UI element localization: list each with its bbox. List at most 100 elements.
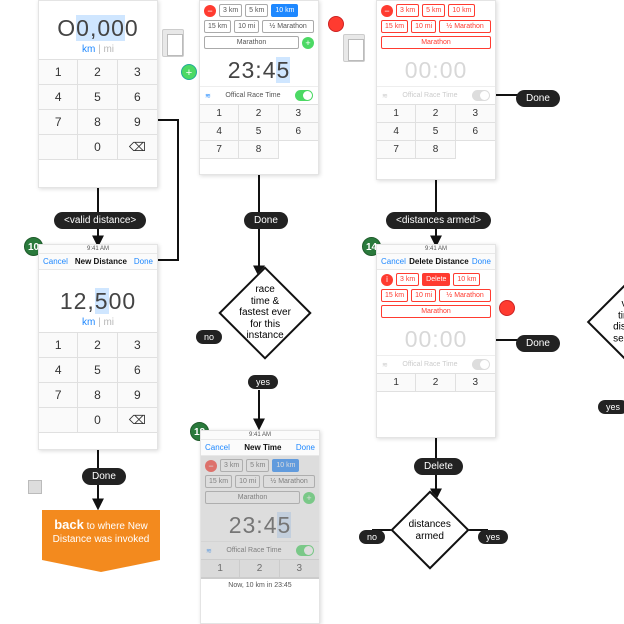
cancel-button[interactable]: Cancel — [381, 257, 406, 266]
key-1[interactable]: 1 — [39, 60, 78, 85]
key-5[interactable]: 5 — [239, 123, 278, 141]
back-banner: back to where New Distance was invoked — [42, 510, 160, 560]
key-2[interactable]: 2 — [416, 105, 455, 123]
done-button[interactable]: Done — [134, 257, 153, 266]
delete-chip-button[interactable]: Delete — [422, 273, 450, 286]
key-4[interactable]: 4 — [39, 358, 78, 383]
key-9[interactable]: 9 — [118, 383, 157, 408]
distance-chips: − 3 km 5 km 10 km 15 km 10 mi ½ Marathon… — [200, 1, 318, 53]
key-6[interactable]: 6 — [118, 85, 157, 110]
bookmark-icon-left — [162, 29, 184, 57]
key-8[interactable]: 8 — [416, 141, 455, 159]
edge-label-delete: Delete — [414, 458, 463, 475]
delete-dot — [499, 300, 515, 316]
edge-label-done: Done — [82, 468, 126, 485]
key-2[interactable]: 2 — [78, 333, 117, 358]
distance-value: 12,500 — [39, 270, 157, 317]
time-value: 00:00 — [377, 322, 495, 355]
time-value: 00:00 — [377, 53, 495, 86]
time-value: 23:45 — [200, 53, 318, 86]
key-4[interactable]: 4 — [200, 123, 239, 141]
keypad: 123 — [377, 373, 495, 392]
edge-label-done: Done — [516, 90, 560, 107]
done-button[interactable]: Done — [472, 257, 491, 266]
key-0[interactable]: 0 — [78, 135, 117, 160]
key-1[interactable]: 1 — [200, 105, 239, 123]
edge-label-distances-armed: <distances armed> — [386, 212, 491, 229]
decision-valid-time: validtime +distanceselected — [587, 277, 624, 368]
remove-icon[interactable]: − — [381, 5, 393, 17]
cancel-button[interactable]: Cancel — [43, 257, 68, 266]
decision-race-time: racetime &fastest everfor thisinstance — [218, 266, 311, 359]
edge-label-yes: yes — [248, 375, 278, 389]
keypad[interactable]: 123 456 78 — [200, 104, 318, 159]
nav-bar: Cancel Delete Distance Done — [377, 254, 495, 270]
phone-delete-distance: 9:41 AM Cancel Delete Distance Done i 3 … — [376, 244, 496, 438]
distance-chips: i 3 km Delete 10 km 15 km 10 mi ½ Marath… — [377, 270, 495, 322]
key-1[interactable]: 1 — [39, 333, 78, 358]
official-toggle — [472, 90, 490, 101]
key-3[interactable]: 3 — [118, 333, 157, 358]
bookmark-icon-right — [343, 34, 365, 62]
phone-new-distance: 9:41 AM Cancel New Distance Done 12,500 … — [38, 244, 158, 450]
remove-icon[interactable]: − — [204, 5, 216, 17]
key-5[interactable]: 5 — [78, 85, 117, 110]
key-3[interactable]: 3 — [118, 60, 157, 85]
toast-summary: Now, 10 km in 23:45 — [201, 578, 319, 592]
key-blank[interactable] — [39, 408, 78, 433]
keypad[interactable]: 123 456 7890⌫ — [39, 332, 157, 433]
key-5[interactable]: 5 — [416, 123, 455, 141]
unit-toggle[interactable]: km | mi — [39, 44, 157, 59]
phone-distances-armed: − 3 km 5 km 10 km 15 km 10 mi ½ Marathon… — [376, 0, 496, 180]
edge-label-valid-distance: <valid distance> — [54, 212, 146, 229]
nav-title: New Time — [244, 443, 281, 452]
key-6[interactable]: 6 — [118, 358, 157, 383]
nav-bar: Cancel New Time Done — [201, 440, 319, 456]
key-6[interactable]: 6 — [456, 123, 495, 141]
key-3[interactable]: 3 — [279, 105, 318, 123]
key-6[interactable]: 6 — [279, 123, 318, 141]
key-4[interactable]: 4 — [377, 123, 416, 141]
info-icon[interactable]: i — [381, 274, 393, 286]
key-9[interactable]: 9 — [118, 110, 157, 135]
edge-label-yes: yes — [478, 530, 508, 544]
nav-title: Delete Distance — [409, 257, 469, 266]
key-5[interactable]: 5 — [78, 358, 117, 383]
key-⌫[interactable]: ⌫ — [118, 408, 157, 433]
keypad[interactable]: 123 456 7890⌫ — [39, 59, 157, 160]
key-7[interactable]: 7 — [377, 141, 416, 159]
phone-new-time: 9:41 AM Cancel New Time Done − 3 km 5 km… — [200, 430, 320, 624]
key-2[interactable]: 2 — [416, 374, 455, 392]
add-icon[interactable]: + — [302, 37, 314, 49]
cancel-button[interactable]: Cancel — [205, 443, 230, 452]
distance-chips: − 3 km 5 km 10 km 15 km 10 mi ½ Marathon… — [377, 1, 495, 53]
key-3[interactable]: 3 — [456, 105, 495, 123]
key-8[interactable]: 8 — [239, 141, 278, 159]
key-8[interactable]: 8 — [78, 110, 117, 135]
key-2[interactable]: 2 — [78, 60, 117, 85]
key-⌫[interactable]: ⌫ — [118, 135, 157, 160]
key-1[interactable]: 1 — [377, 374, 416, 392]
key-7[interactable]: 7 — [39, 383, 78, 408]
minus-dot — [328, 16, 344, 32]
key-2[interactable]: 2 — [239, 105, 278, 123]
distance-value: O0,000 — [39, 1, 157, 44]
unit-toggle[interactable]: km | mi — [39, 317, 157, 332]
official-toggle[interactable] — [295, 90, 313, 101]
key-4[interactable]: 4 — [39, 85, 78, 110]
edge-label-done: Done — [516, 335, 560, 352]
key-7[interactable]: 7 — [39, 110, 78, 135]
done-button[interactable]: Done — [296, 443, 315, 452]
nav-title: New Distance — [75, 257, 127, 266]
key-0[interactable]: 0 — [78, 408, 117, 433]
key-7[interactable]: 7 — [200, 141, 239, 159]
official-race-time-row: ≋ Offical Race Time — [200, 86, 318, 104]
key-3[interactable]: 3 — [456, 374, 495, 392]
key-8[interactable]: 8 — [78, 383, 117, 408]
status-bar: 9:41 AM — [377, 245, 495, 254]
keypad: 123 456 78 — [377, 104, 495, 159]
key-1[interactable]: 1 — [377, 105, 416, 123]
key-blank[interactable] — [39, 135, 78, 160]
nav-bar: Cancel New Distance Done — [39, 254, 157, 270]
edge-label-yes: yes — [598, 400, 624, 414]
